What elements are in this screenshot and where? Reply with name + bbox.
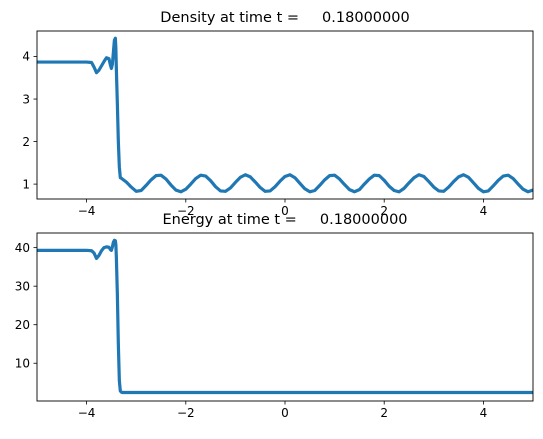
energy-x-tick-label: 2 bbox=[380, 406, 388, 420]
energy-axes-frame bbox=[36, 232, 534, 402]
energy-series-line-0 bbox=[37, 238, 533, 395]
density-x-tick-label: −4 bbox=[78, 204, 96, 218]
density-axes-frame bbox=[36, 30, 534, 200]
energy-x-tick-label: −2 bbox=[177, 406, 195, 420]
density-x-tick-label: 0 bbox=[281, 204, 289, 218]
energy-panel: −4 −2 0 2 4 10 20 30 40 bbox=[15, 232, 534, 420]
density-panel: −4 −2 0 2 4 1 2 3 4 bbox=[22, 30, 534, 218]
density-y-tick-label: 2 bbox=[22, 135, 30, 149]
energy-x-tick-label: 0 bbox=[281, 406, 289, 420]
energy-y-tick-label: 40 bbox=[15, 241, 30, 255]
density-x-tick-label: 2 bbox=[380, 204, 388, 218]
energy-x-tick-label: 4 bbox=[480, 406, 488, 420]
density-y-tick-label: 4 bbox=[22, 50, 30, 64]
energy-y-tick-label: 20 bbox=[15, 318, 30, 332]
energy-title: Energy at time t = 0.18000000 bbox=[162, 212, 408, 228]
density-y-tick-label: 1 bbox=[22, 177, 30, 191]
energy-y-tick-label: 30 bbox=[15, 279, 30, 293]
density-x-tick-label: −2 bbox=[177, 204, 195, 218]
energy-x-tick-label: −4 bbox=[78, 406, 96, 420]
density-x-tick-label: 4 bbox=[480, 204, 488, 218]
energy-y-tick-label: 10 bbox=[15, 356, 30, 370]
density-title: Density at time t = 0.18000000 bbox=[160, 10, 410, 26]
density-y-tick-label: 3 bbox=[22, 92, 30, 106]
density-series-line-0 bbox=[37, 36, 533, 194]
